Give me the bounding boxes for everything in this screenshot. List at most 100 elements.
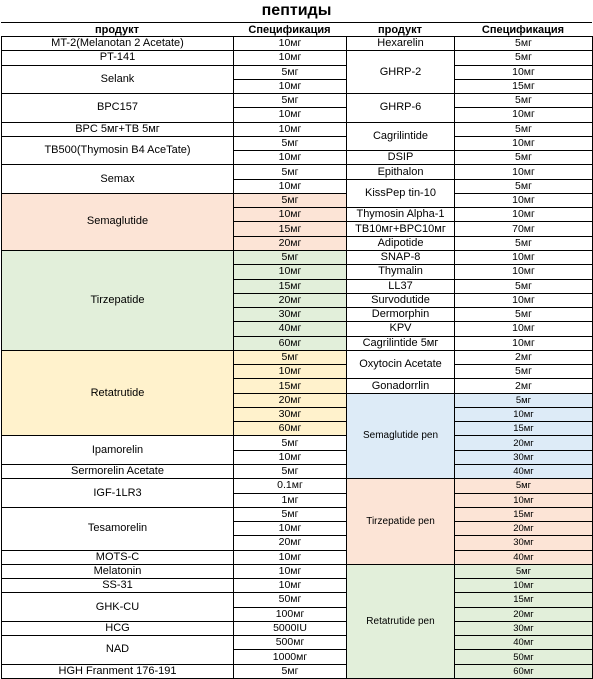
table-row: 30мг (2, 406, 347, 423)
table-row: Melatonin 10мг (1, 563, 347, 580)
spec-cell: 1000мг (233, 649, 347, 665)
product-name-cell: Adipotide (346, 235, 455, 251)
table-row: 10мг (2, 207, 347, 223)
table-row: Ipamorelin 5мг (1, 435, 347, 465)
spec-cell: 0.1мг (233, 478, 347, 494)
spec-cell: 15мг (454, 421, 593, 437)
product-name-cell: PT-141 (1, 50, 234, 66)
spec-cell: 2мг (454, 349, 593, 366)
product-name-cell: KPV (346, 321, 455, 337)
spec-cell: 10мг (233, 150, 347, 166)
spec-cell: 10мг (233, 50, 347, 66)
spec-cell: 5000IU (233, 620, 347, 637)
product-name-cell: TB10мг+BPC10мг (346, 221, 455, 237)
table-row: BPC157 5мг (1, 93, 347, 123)
spec-cell: 10мг (454, 335, 593, 351)
spec-cell: 20мг (454, 521, 593, 537)
product-name-cell: SNAP-8 (346, 249, 455, 266)
spec-cell: 5мг (454, 563, 593, 580)
spec-cell: 15мг (233, 221, 347, 237)
table-row: 40мг (347, 463, 593, 480)
spec-cell: 2мг (454, 378, 593, 394)
spec-cell: 5мг (233, 506, 347, 523)
spec-cell: 5мг (233, 93, 347, 109)
product-name-cell: GHK-CU (1, 592, 234, 622)
table-row: DSIP 5мг (346, 150, 593, 166)
table-row: 20мг (2, 292, 347, 309)
page-title: пептиды (261, 2, 332, 19)
product-name-cell: Cagrilintide 5мг (346, 335, 455, 351)
spec-cell: 10мг (454, 321, 593, 337)
right-peptide-table: Hexarelin 5мг GHRP-2 5мг 10мг 15мг GHRP-6 5мг 10… (346, 35, 593, 679)
spec-cell: 5мг (454, 278, 593, 294)
spec-cell: 10мг (233, 78, 347, 95)
table-row: Tirzepatide pen 5мг (346, 478, 593, 565)
product-name-cell: Thymalin (346, 264, 455, 280)
spec-cell: 10мг (233, 449, 347, 465)
spec-cell: 10мг (233, 121, 347, 137)
table-row: 30мг (347, 449, 593, 465)
spec-cell: 10мг (454, 207, 593, 223)
table-row: MT-2(Melanotan 2 Acetate) 10мг (1, 35, 347, 52)
table-row: Gonadorrlin 2мг (346, 378, 593, 394)
product-name-cell: SS-31 (1, 578, 234, 594)
table-row: GHK-CU 50мг (1, 592, 347, 622)
table-row: GHRP-2 5мг (346, 50, 593, 95)
spec-cell: 30мг (233, 406, 347, 423)
spec-cell: 10мг (233, 563, 347, 580)
product-name-cell: Semax (1, 164, 234, 194)
table-row: 10мг (347, 406, 593, 423)
spec-cell: 10мг (454, 164, 593, 180)
spec-cell: 30мг (454, 535, 593, 551)
spec-cell: 1мг (233, 492, 347, 508)
spec-cell: 60мг (233, 421, 347, 437)
product-name-cell: DSIP (346, 150, 455, 166)
table-row: Tirzepatide 5мг (1, 249, 347, 351)
table-row: Retatrutide pen 5мг (346, 563, 593, 679)
spec-cell: 5мг (454, 93, 593, 109)
spec-cell: 5мг (454, 392, 593, 408)
spec-cell: 30мг (454, 449, 593, 465)
spec-cell: 10мг (454, 406, 593, 423)
spec-cell: 20мг (233, 235, 347, 251)
table-row: KissPep tin-10 5мг (346, 178, 593, 209)
product-name-cell: Gonadorrlin (346, 378, 455, 394)
spec-cell: 20мг (233, 292, 347, 309)
table-row: 20мг (2, 235, 347, 251)
table-row: TB10мг+BPC10мг 70мг (346, 221, 593, 237)
spec-cell: 5мг (454, 150, 593, 166)
product-name-cell: GHRP-6 (346, 93, 455, 123)
product-name-cell: Oxytocin Acetate (346, 349, 455, 380)
table-row: Oxytocin Acetate 2мг (346, 349, 593, 380)
table-row: LL37 5мг (346, 278, 593, 294)
table-row: Semaglutide 5мг (1, 192, 347, 251)
product-name-cell: IGF-1LR3 (1, 478, 234, 508)
table-row: Sermorelin Acetate 5мг (1, 463, 347, 480)
spec-cell: 5мг (233, 192, 347, 209)
spec-cell: 10мг (454, 64, 593, 80)
spec-cell: 5мг (454, 35, 593, 52)
spec-cell: 10мг (454, 249, 593, 266)
left-product-header: продукт (1, 22, 233, 36)
spec-cell: 20мг (454, 435, 593, 451)
table-row: IGF-1LR3 0.1мг (1, 478, 347, 508)
spec-cell: 10мг (454, 107, 593, 123)
spec-cell: 15мг (233, 378, 347, 394)
product-name-cell: Tirzepatide (1, 249, 234, 351)
table-row: 15мг (2, 378, 347, 394)
spec-cell: 5мг (233, 463, 347, 480)
spec-cell: 30мг (233, 307, 347, 323)
table-row: 60мг (347, 663, 593, 679)
product-name-cell: Sermorelin Acetate (1, 463, 234, 480)
spec-cell: 15мг (233, 278, 347, 294)
spec-cell: 5мг (233, 435, 347, 451)
spec-cell: 5мг (454, 364, 593, 380)
product-name-cell: Selank (1, 64, 234, 95)
spec-cell: 10мг (454, 192, 593, 209)
spec-cell: 10мг (454, 292, 593, 309)
product-name-cell: Survodutide (346, 292, 455, 309)
table-row: Semax 5мг (1, 164, 347, 194)
table-row: NAD 500мг (1, 635, 347, 665)
table-row: 60мг (2, 421, 347, 437)
table-row: KPV 10мг (346, 321, 593, 337)
